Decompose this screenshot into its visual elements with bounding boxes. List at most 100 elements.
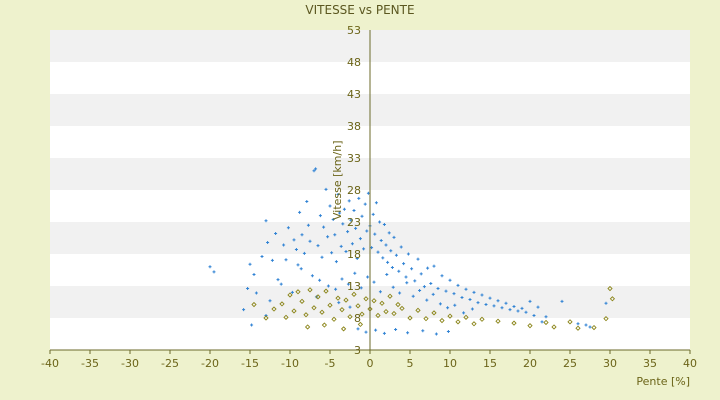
data-point [397,269,401,273]
data-point [387,293,393,299]
data-point [308,239,312,243]
data-point [464,287,468,291]
y-tick-label: 53 [347,24,361,37]
data-point [357,321,364,328]
data-point [364,330,368,334]
data-point [425,298,429,302]
data-point [348,305,352,309]
x-tick-label: 40 [683,357,697,370]
data-point [603,316,609,322]
data-point [410,267,414,271]
data-point [399,245,403,249]
data-point [439,317,445,324]
data-point [260,255,264,259]
data-point [384,243,388,247]
data-point [282,243,286,247]
data-point [446,306,450,310]
data-point [366,191,370,195]
data-point [419,272,423,276]
data-point [404,275,408,279]
data-point [446,329,450,333]
data-point [314,167,318,171]
data-point [319,309,325,315]
data-point [394,253,398,257]
data-point [352,208,356,212]
data-point [268,299,272,303]
data-point [334,260,338,264]
data-point [479,316,485,322]
data-point [576,322,580,326]
data-point [374,201,378,205]
data-point [398,291,402,295]
data-point [363,296,369,302]
data-point [524,310,528,314]
data-point [212,270,216,274]
data-point [504,301,508,305]
data-point [609,296,616,302]
data-point [405,281,409,285]
data-point [391,285,395,289]
data-point [246,287,250,291]
data-point [480,293,484,297]
x-tick-label: 20 [523,357,537,370]
data-point [575,325,581,331]
data-point [374,328,378,332]
data-point [527,323,533,329]
x-tick-label: 10 [443,357,457,370]
x-tick-label: -35 [81,357,99,370]
data-point [429,281,433,285]
data-point [292,238,296,242]
y-tick-label: 43 [347,88,361,101]
data-point [349,218,353,222]
data-point [304,324,311,330]
data-point [311,305,317,311]
data-point [431,292,435,296]
data-point [375,312,381,319]
data-point [436,287,440,291]
data-point [251,301,257,308]
data-point [544,315,548,319]
data-point [460,296,464,300]
data-point [390,265,394,269]
data-point [567,319,573,325]
data-point [532,313,536,317]
data-point [359,286,363,290]
data-point [415,307,421,313]
data-point [371,298,377,304]
x-tick-label: -10 [281,357,299,370]
data-point [299,267,303,271]
data-point [290,290,294,294]
data-point [378,220,382,224]
data-point [341,222,345,226]
data-point [350,242,354,246]
data-point [366,275,370,279]
data-point [440,274,444,278]
y-tick-label: 8 [354,312,361,325]
data-point [360,214,364,218]
data-point [387,231,391,235]
data-point [432,264,436,268]
data-point [389,249,393,253]
y-tick-label: 38 [347,120,361,133]
data-points [208,167,616,336]
data-point [328,204,332,208]
data-point [378,290,382,294]
data-point [394,328,398,332]
data-point [355,256,359,260]
data-point [294,248,298,252]
data-point [347,199,351,203]
data-point [302,251,306,255]
data-point [312,169,316,173]
data-point [383,308,389,315]
data-point [334,287,338,291]
data-point [584,323,588,327]
data-point [327,302,333,308]
data-point [310,274,314,278]
y-tick-label: 23 [347,216,361,229]
data-point [270,258,274,262]
data-point [551,324,557,330]
data-point [492,304,496,308]
